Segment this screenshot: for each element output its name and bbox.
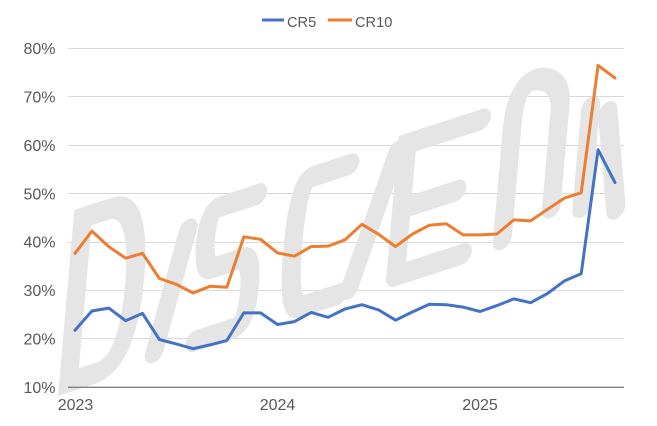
svg-text:2024: 2024 (260, 397, 296, 414)
svg-text:50%: 50% (23, 186, 55, 203)
svg-text:10%: 10% (23, 380, 55, 397)
svg-text:2023: 2023 (58, 397, 94, 414)
svg-text:30%: 30% (23, 283, 55, 300)
svg-text:20%: 20% (23, 332, 55, 349)
svg-text:70%: 70% (23, 89, 55, 106)
svg-text:60%: 60% (23, 138, 55, 155)
svg-text:80%: 80% (23, 41, 55, 58)
svg-text:CR10: CR10 (355, 15, 392, 31)
svg-text:2025: 2025 (462, 397, 498, 414)
svg-text:40%: 40% (23, 235, 55, 252)
svg-text:CR5: CR5 (287, 15, 316, 31)
